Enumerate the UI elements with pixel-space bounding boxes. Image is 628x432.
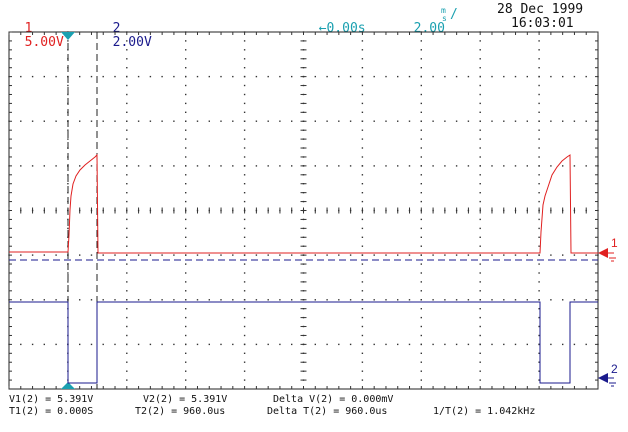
ch2-scale: 2.00V <box>112 35 152 50</box>
date-label: 28 Dec 1999 <box>497 2 584 17</box>
readout-delta-v: Delta V(2) = 0.000mV <box>273 394 394 405</box>
readout-t1: T1(2) = 0.000S <box>9 406 94 417</box>
timebase-unit-slash: / <box>450 7 458 22</box>
ch1-number: 1 <box>24 21 33 36</box>
readout-inverse-t: 1/T(2) = 1.042kHz <box>433 406 536 417</box>
timebase-unit-bottom: s <box>442 14 447 23</box>
ch2-number: 2 <box>112 21 121 36</box>
time-label: 16:03:01 <box>511 16 574 31</box>
timebase-unit-top: m <box>441 6 446 15</box>
cursor-bottom-marker[interactable] <box>61 382 75 389</box>
readout-v1: V1(2) = 5.391V <box>9 394 94 405</box>
ch2-ground-marker[interactable] <box>598 373 608 383</box>
ch1-scale: 5.00V <box>24 35 64 50</box>
ch1-trace <box>9 153 598 254</box>
readout-delta-t: Delta T(2) = 960.0us <box>267 406 388 417</box>
readout-t2: T2(2) = 960.0us <box>135 406 226 417</box>
ch1-ground-marker[interactable] <box>598 248 608 258</box>
readout-v2: V2(2) = 5.391V <box>143 394 228 405</box>
ch2-marker-label: 2 <box>611 362 618 376</box>
ch2-trace <box>9 301 598 384</box>
cursor-top-marker[interactable] <box>61 32 75 40</box>
ch1-marker-label: 1 <box>611 236 618 250</box>
